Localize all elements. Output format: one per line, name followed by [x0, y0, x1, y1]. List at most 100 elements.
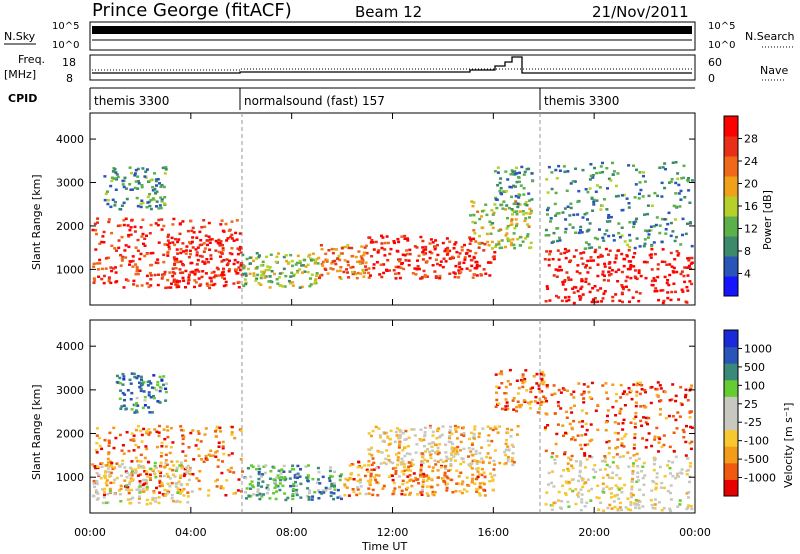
data-cell	[671, 161, 675, 164]
data-cell	[515, 166, 518, 170]
data-cell	[639, 405, 643, 408]
data-cell	[215, 450, 219, 453]
data-cell	[463, 258, 467, 261]
data-cell	[629, 503, 633, 507]
data-cell	[148, 411, 152, 414]
data-cell	[431, 490, 435, 494]
y-tick-label: 1000	[56, 471, 84, 484]
data-cell	[506, 216, 509, 220]
data-cell	[677, 183, 681, 187]
data-cell	[189, 271, 193, 274]
data-cell	[135, 269, 139, 273]
data-cell	[581, 420, 585, 423]
data-cell	[503, 392, 507, 395]
data-cell	[438, 443, 442, 446]
data-cell	[268, 286, 272, 289]
data-cell	[339, 277, 343, 281]
data-cell	[235, 272, 239, 275]
data-cell	[324, 489, 328, 492]
data-cell	[157, 434, 161, 438]
data-cell	[433, 490, 437, 494]
data-cell	[540, 377, 544, 381]
data-cell	[593, 297, 597, 300]
data-cell	[663, 218, 667, 221]
data-cell	[122, 201, 126, 205]
data-cell	[134, 168, 138, 172]
data-cell	[95, 442, 99, 445]
data-cell	[686, 457, 690, 460]
data-cell	[123, 176, 127, 180]
data-cell	[428, 450, 432, 454]
data-cell	[609, 215, 613, 219]
data-cell	[308, 253, 312, 257]
data-cell	[568, 223, 572, 226]
data-cell	[688, 465, 692, 468]
data-cell	[221, 440, 225, 444]
data-cell	[547, 165, 551, 169]
data-cell	[445, 237, 449, 240]
data-cell	[339, 474, 342, 478]
data-cell	[666, 464, 669, 467]
power-ylabel: Slant Range [km]	[30, 174, 43, 270]
data-cell	[157, 218, 161, 222]
data-cell	[126, 224, 130, 227]
data-cell	[524, 369, 528, 372]
data-cell	[602, 239, 606, 242]
data-cell	[431, 449, 435, 452]
data-cell	[135, 410, 139, 414]
data-cell	[642, 483, 646, 486]
data-cell	[531, 386, 535, 389]
data-cell	[246, 267, 250, 271]
data-cell	[186, 495, 190, 498]
data-cell	[412, 428, 416, 431]
data-cell	[178, 500, 182, 504]
data-cell	[576, 200, 580, 203]
data-cell	[184, 286, 187, 289]
data-cell	[662, 507, 666, 510]
data-cell	[580, 498, 584, 501]
data-cell	[555, 227, 559, 230]
data-cell	[397, 451, 401, 455]
data-cell	[379, 436, 382, 439]
data-cell	[179, 271, 183, 275]
data-cell	[96, 465, 100, 468]
data-cell	[245, 487, 249, 490]
data-cell	[530, 172, 534, 175]
data-cell	[525, 167, 529, 171]
data-cell	[664, 167, 667, 171]
data-cell	[619, 383, 623, 387]
data-cell	[232, 239, 236, 242]
data-cell	[633, 275, 637, 278]
data-cell	[122, 219, 126, 222]
data-cell	[521, 373, 525, 376]
data-cell	[310, 498, 314, 501]
data-cell	[154, 222, 158, 225]
data-cell	[311, 258, 315, 262]
date-title: 21/Nov/2011	[592, 3, 689, 21]
data-cell	[214, 428, 218, 432]
data-cell	[258, 467, 262, 471]
data-cell	[676, 505, 680, 508]
data-cell	[473, 482, 477, 485]
data-cell	[516, 392, 520, 395]
data-cell	[508, 185, 512, 189]
data-cell	[230, 247, 234, 250]
data-cell	[222, 452, 226, 456]
data-cell	[381, 487, 385, 490]
data-cell	[680, 472, 684, 475]
data-cell	[579, 508, 583, 512]
data-cell	[457, 255, 461, 258]
data-cell	[504, 398, 508, 401]
data-cell	[212, 275, 216, 279]
data-cell	[643, 180, 647, 183]
data-cell	[365, 468, 369, 472]
data-cell	[571, 466, 575, 470]
data-cell	[650, 503, 654, 507]
data-cell	[497, 386, 501, 389]
data-cell	[370, 468, 374, 472]
data-cell	[426, 448, 429, 451]
data-cell	[470, 480, 474, 483]
x-tick-label: 00:00	[74, 526, 106, 539]
data-cell	[539, 373, 543, 376]
data-cell	[147, 406, 151, 409]
